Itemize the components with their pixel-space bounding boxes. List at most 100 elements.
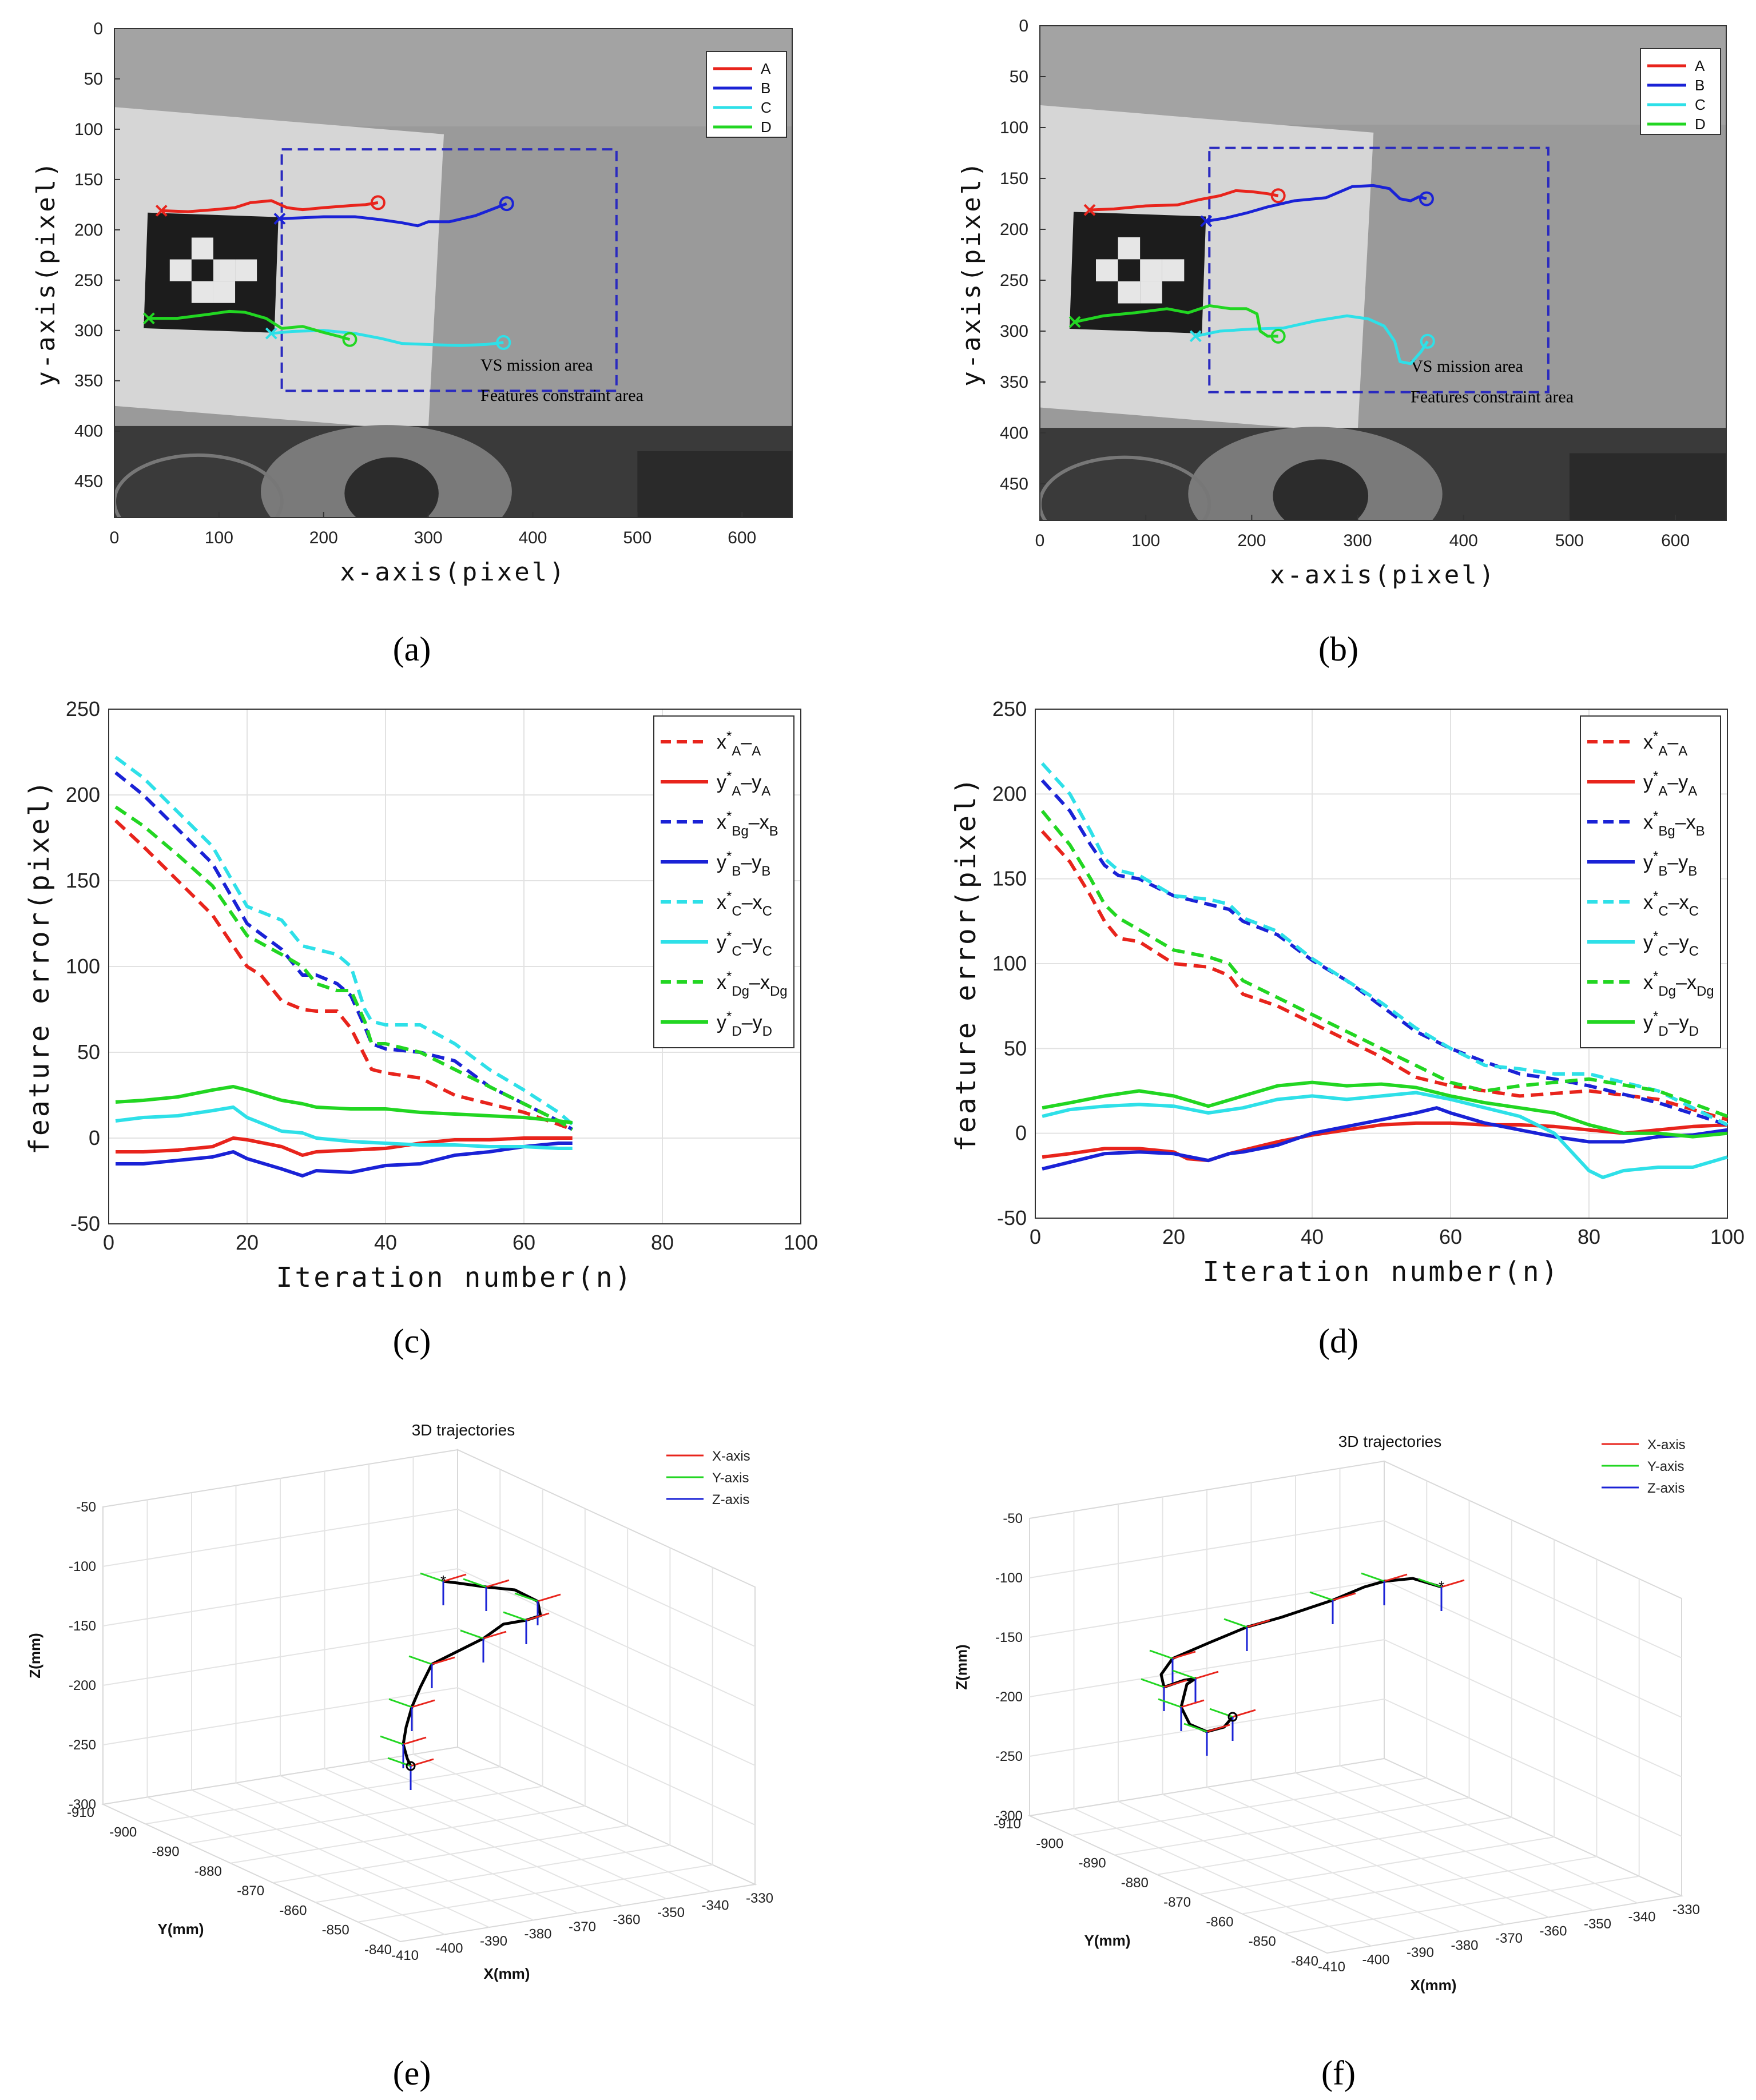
x-tick-label: -340 bbox=[701, 1898, 729, 1914]
floor-grid bbox=[1242, 1856, 1597, 1915]
x-tick-label: 600 bbox=[728, 528, 756, 547]
floor-grid bbox=[1074, 1808, 1372, 1947]
legend-label-B: B bbox=[1695, 77, 1705, 94]
chart-title: 3D trajectories bbox=[412, 1421, 515, 1439]
start-marker-C bbox=[1189, 330, 1202, 343]
frame-y-axis bbox=[1361, 1572, 1385, 1582]
x-tick-label: -400 bbox=[1362, 1952, 1389, 1968]
legend-label-A: A bbox=[761, 60, 771, 77]
aruco-marker bbox=[144, 212, 279, 333]
machinery-ring bbox=[114, 453, 284, 518]
aruco-cell bbox=[1140, 259, 1162, 281]
x-axis-title: Iteration number(n) bbox=[1202, 1256, 1560, 1288]
legend-label-y*D-yD: y*D–yD bbox=[717, 1009, 772, 1039]
y-tick-label: 50 bbox=[1004, 1036, 1027, 1060]
aruco-cell bbox=[191, 237, 213, 260]
legend-label: Y-axis bbox=[712, 1470, 749, 1486]
frame-y-axis bbox=[1418, 1578, 1442, 1588]
frame-y-axis bbox=[1149, 1649, 1173, 1660]
frame-x-axis bbox=[1384, 1573, 1408, 1582]
x-tick-label: 0 bbox=[1030, 1225, 1041, 1248]
legend-label-y*C-yC: y*C–yC bbox=[717, 929, 772, 959]
frame-x-axis bbox=[1181, 1699, 1205, 1708]
x-tick-label: 200 bbox=[1237, 531, 1266, 550]
y-tick-label: 400 bbox=[74, 422, 103, 441]
frame-x-axis bbox=[1441, 1579, 1465, 1588]
z-tick-label: -50 bbox=[1003, 1511, 1023, 1526]
x-tick-label: -400 bbox=[435, 1941, 463, 1956]
y-tick-label: -850 bbox=[1249, 1934, 1276, 1950]
x-tick-label: 100 bbox=[205, 528, 233, 547]
x-tick-label: 0 bbox=[103, 1231, 114, 1254]
legend-label-x*Dg-xDg: x*Dg–xDg bbox=[717, 969, 788, 999]
series-x*Dg-xDg bbox=[114, 805, 574, 1131]
aruco-cell bbox=[169, 259, 192, 281]
end-marker-D bbox=[1270, 328, 1286, 344]
chart-e-3d-trajectories: -300-250-200-150-100-50-910-900-890-880-… bbox=[26, 1421, 773, 1982]
camera-image bbox=[114, 29, 792, 518]
y-tick-label: -880 bbox=[1121, 1875, 1149, 1891]
x-tick-label: 100 bbox=[1710, 1225, 1745, 1248]
wall-grid-h bbox=[102, 1568, 756, 1707]
chart-c-feature-error: 0 20 40 60 80 100-50050100150200250Iteration … bbox=[23, 697, 818, 1294]
y-tick-label: 350 bbox=[1000, 373, 1028, 392]
chart-d-feature-error: 0 20 40 60 80 100-50050100150200250Iteration … bbox=[950, 697, 1745, 1288]
y-axis-title: y-axis(pixel) bbox=[31, 160, 61, 386]
frame-x-axis bbox=[443, 1573, 467, 1582]
y-axis-title: y-axis(pixel) bbox=[957, 160, 986, 386]
z-axis-title: Z(mm) bbox=[26, 1633, 43, 1678]
aruco-cell bbox=[1118, 281, 1141, 304]
start-marker-A bbox=[1083, 204, 1096, 216]
end-marker-B bbox=[1419, 191, 1434, 206]
legend-box bbox=[1580, 715, 1721, 1048]
floor-grid bbox=[280, 1775, 578, 1914]
series-y*D-yD bbox=[115, 1085, 573, 1124]
annotation-mission-area: VS mission area bbox=[480, 356, 593, 375]
legend-label-y*A-yA: y*A–yA bbox=[717, 769, 770, 799]
frame-y-axis bbox=[420, 1572, 444, 1582]
start-marker-D bbox=[1068, 316, 1081, 328]
x-tick-label: -380 bbox=[1451, 1938, 1478, 1954]
x-tick-label: -330 bbox=[1672, 1902, 1700, 1918]
series-y*A-yA bbox=[116, 1136, 573, 1157]
y-tick-label: 0 bbox=[1015, 1121, 1027, 1145]
legend-box bbox=[653, 715, 794, 1048]
trajectory-C bbox=[1195, 314, 1429, 365]
frame-x-axis bbox=[431, 1656, 455, 1665]
frame-y-axis bbox=[1141, 1678, 1165, 1688]
x-tick-label: 0 bbox=[1035, 531, 1045, 550]
legend-label-x*A-xA: x*A–A bbox=[717, 729, 761, 759]
legend-label-B: B bbox=[761, 79, 770, 97]
frame-x-axis bbox=[526, 1612, 550, 1621]
y-tick-label: 250 bbox=[1000, 271, 1028, 290]
x-tick-label: 80 bbox=[651, 1231, 674, 1254]
chart-a-image-trajectories: 0 100 200 300 400 500 600 0 50 100 150 200 250 300 350… bbox=[31, 19, 793, 587]
legend-label-y*A-yA: y*A–yA bbox=[1643, 769, 1697, 799]
z-tick-label: -150 bbox=[995, 1630, 1023, 1645]
legend-label-C: C bbox=[1695, 96, 1706, 113]
floor-grid bbox=[1162, 1793, 1460, 1932]
legend-label-x*A-xA: x*A–A bbox=[1643, 729, 1687, 759]
y-axis-title: feature error(pixel) bbox=[23, 778, 55, 1155]
floor-grid bbox=[272, 1825, 628, 1884]
trajectory-path bbox=[1159, 1577, 1442, 1733]
x-tick-label: 400 bbox=[518, 528, 547, 547]
y-tick-label: -860 bbox=[1206, 1914, 1233, 1930]
trajectory-D bbox=[149, 309, 351, 341]
chart-title: 3D trajectories bbox=[1338, 1433, 1442, 1450]
trajectory-A bbox=[161, 199, 379, 213]
floor-grid bbox=[324, 1768, 622, 1907]
frame-x-axis bbox=[1163, 1679, 1187, 1688]
plot-frame bbox=[114, 28, 793, 518]
legend-label: Y-axis bbox=[1647, 1459, 1684, 1474]
z-tick-label: -100 bbox=[69, 1559, 96, 1574]
floor-grid bbox=[315, 1844, 670, 1903]
paper-card bbox=[114, 107, 444, 431]
panel-label-b: (b) bbox=[1318, 630, 1358, 668]
y-tick-label: -900 bbox=[109, 1824, 137, 1840]
machinery-ring bbox=[1040, 455, 1211, 520]
frame-x-axis bbox=[1172, 1650, 1196, 1660]
legend-label: Z-axis bbox=[712, 1492, 749, 1508]
legend-label-x*C-xC: x*C–xC bbox=[1643, 889, 1699, 919]
series-x*Dg-xDg bbox=[1040, 810, 1729, 1118]
